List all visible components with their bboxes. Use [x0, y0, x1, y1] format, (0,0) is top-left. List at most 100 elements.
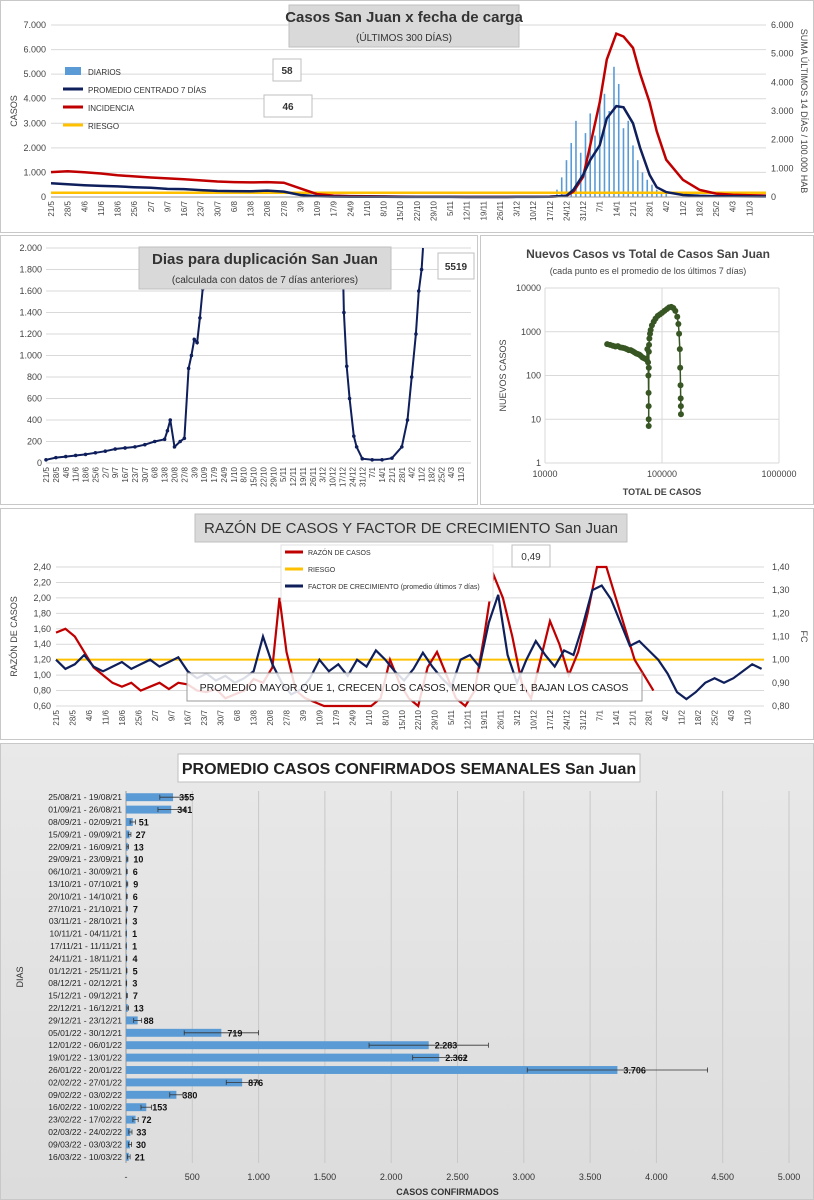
data-label: 30 [136, 1140, 146, 1150]
data-label: 3 [132, 979, 137, 989]
category-label: 08/09/21 - 02/09/21 [48, 817, 122, 827]
weekly-bar [126, 1128, 131, 1136]
duplicacion-point [168, 418, 173, 422]
x-tick-label: 11/3 [744, 709, 753, 725]
x-tick-label: 3/9 [296, 200, 305, 212]
category-label: 29/12/21 - 23/12/21 [48, 1015, 122, 1025]
x-tick-label: 2/7 [147, 200, 156, 212]
chart4-title-box [194, 513, 628, 543]
y-axis-label: DIAS [15, 966, 25, 987]
x-tick-label: 20/8 [266, 709, 275, 725]
x-tick-label: 10/12 [529, 200, 538, 221]
y2-axis-label: FC [799, 631, 809, 643]
data-label: 6 [133, 867, 138, 877]
x-tick-label: 23/7 [197, 200, 206, 216]
note-label: PROMEDIO MAYOR QUE 1, CRECEN LOS CASOS, … [200, 682, 629, 694]
y2-tick-label: 2.000 [771, 135, 794, 145]
x-tick-label: 3/9 [190, 466, 199, 478]
data-label: 13 [134, 1004, 144, 1014]
category-label: 01/09/21 - 26/08/21 [48, 805, 122, 815]
y-axis-label: RAZÓN DE CASOS [9, 596, 19, 677]
x-tick-label: 17/9 [332, 709, 341, 725]
daily-bar [627, 120, 630, 197]
data-label: 6 [133, 892, 138, 902]
x-tick-label: 9/7 [167, 709, 176, 721]
duplicacion-point [172, 445, 177, 449]
duplicacion-point [113, 447, 117, 451]
weekly-bar [126, 1041, 429, 1050]
x-tick-label: 28/1 [646, 200, 655, 216]
legend-box [280, 544, 494, 602]
y-tick-label: 2,40 [33, 562, 51, 572]
x-tick-label: 15/10 [398, 709, 407, 730]
y-tick-label: 6.000 [23, 45, 46, 55]
x-tick-label: 6/8 [230, 200, 239, 212]
y-tick-label: 1.600 [19, 286, 42, 296]
x-tick-label: 8/10 [240, 466, 249, 482]
legend-swatch [65, 67, 81, 75]
x-tick-label: 1/10 [365, 709, 374, 725]
y-tick-label: 2,00 [33, 593, 51, 603]
y-tick-label: 100 [526, 371, 541, 381]
x-tick-label: 4/2 [661, 709, 670, 721]
x-tick-label: 24/12 [562, 200, 571, 221]
x-tick-label: 19/11 [480, 709, 489, 729]
x-tick-label: 18/2 [427, 466, 436, 482]
y-tick-label: 200 [27, 437, 42, 447]
y2-tick-label: 3.000 [771, 106, 794, 116]
x-tick-label: 30/7 [213, 200, 222, 216]
annotation-label: 0,49 [521, 552, 541, 563]
duplicacion-point [409, 375, 414, 379]
data-label: 2.283 [435, 1041, 458, 1051]
daily-bar [641, 172, 644, 197]
x-tick-label: 5/11 [279, 466, 288, 482]
x-tick-label: 27/8 [180, 466, 189, 482]
y2-tick-label: 1,10 [772, 632, 790, 642]
category-label: 09/03/22 - 03/03/22 [48, 1139, 122, 1149]
y2-tick-label: 1,30 [772, 585, 790, 595]
x-tick-label: 16/7 [184, 709, 193, 725]
x-tick-label: 24/9 [348, 709, 357, 725]
legend-label: RAZÓN DE CASOS [308, 548, 371, 557]
scatter-point [647, 326, 654, 333]
x-tick-label: 11/2 [678, 709, 687, 725]
weekly-bar [126, 1066, 618, 1074]
x-tick-label: 22/10 [414, 709, 423, 730]
scatter-point [645, 389, 652, 396]
y2-tick-label: 1,20 [772, 608, 790, 618]
x-tick-label: 11/2 [418, 466, 427, 482]
x-axis-label: CASOS CONFIRMADOS [396, 1187, 499, 1197]
data-label: 876 [248, 1078, 263, 1088]
weekly-bar [126, 1016, 138, 1025]
y2-tick-label: 6.000 [771, 20, 794, 30]
category-label: 29/09/21 - 23/09/21 [48, 854, 122, 864]
x-tick-label: 11/3 [745, 200, 754, 216]
x-tick-label: 29/10 [429, 200, 438, 221]
weekly-bar [126, 1103, 147, 1112]
weekly-bar [126, 1078, 243, 1087]
x-tick-label: 8/10 [380, 200, 389, 216]
note-box [186, 672, 643, 702]
annotation-box [511, 544, 551, 568]
y2-tick-label: 0,90 [772, 678, 790, 688]
daily-bar [636, 160, 639, 197]
y-tick-label: 10 [531, 414, 541, 424]
x-tick-label: 10/9 [200, 466, 209, 482]
x-tick-label: 5/11 [447, 709, 456, 725]
x-tick-label: 15/10 [250, 466, 259, 487]
duplicacion-point [405, 418, 410, 422]
x-tick-label: 4/3 [447, 466, 456, 478]
scatter-point [674, 313, 681, 320]
data-label: 10 [133, 855, 143, 865]
x-tick-label: 17/9 [210, 466, 219, 482]
x-tick-label: 1/10 [363, 200, 372, 216]
chart1-title: Casos San Juan x fecha de carga [285, 9, 523, 26]
x-tick-label: 1/10 [230, 466, 239, 482]
y-tick-label: 0 [37, 458, 42, 468]
category-label: 02/03/22 - 24/02/22 [48, 1127, 122, 1137]
daily-bar [565, 160, 568, 197]
x-tick-label: 3/12 [319, 466, 328, 482]
x-tick-label: 26/11 [309, 466, 318, 486]
x-tick-label: 4/6 [85, 709, 94, 721]
x-tick-label: 12/11 [289, 466, 298, 486]
